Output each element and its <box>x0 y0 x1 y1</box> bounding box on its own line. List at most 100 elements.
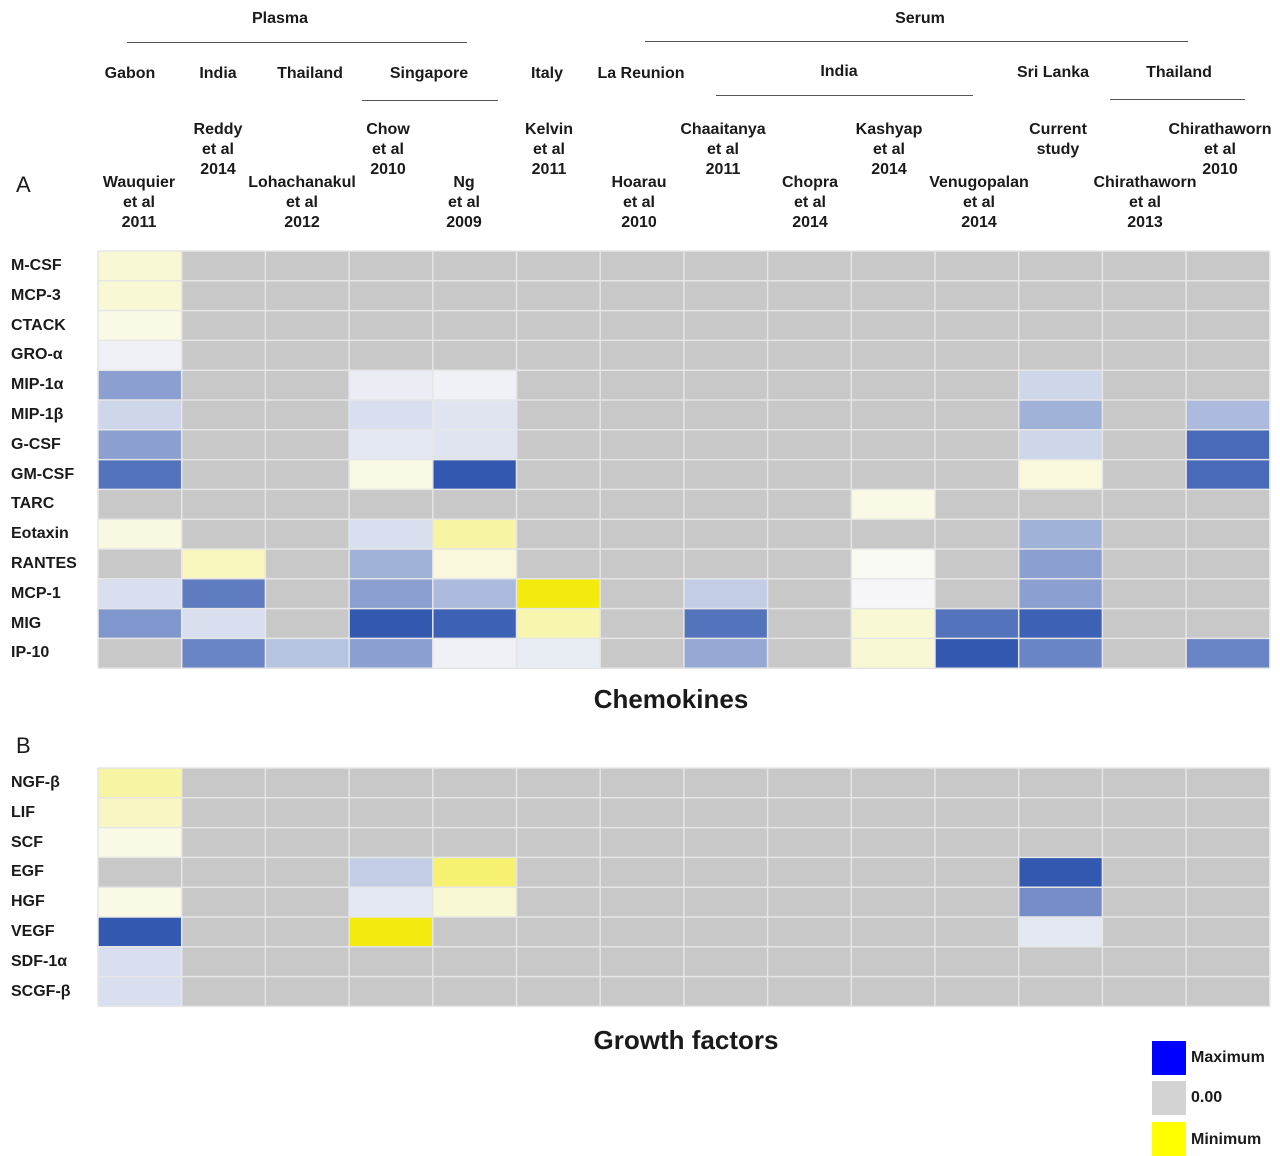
heatmap-cell-mip-1-col13 <box>1186 400 1270 430</box>
heatmap-cell-ip-10-col13 <box>1186 638 1270 669</box>
heatmap-cell-sdf-1-col0 <box>98 946 182 977</box>
country-thailand-serum: Thailand <box>1146 64 1212 81</box>
heatmap-cell-rantes-col12 <box>1102 549 1187 579</box>
heatmap-cell-vegf-col8 <box>767 917 852 947</box>
study-reddy-2014: Reddy et al 2014 <box>193 121 243 178</box>
heatmap-cell-ngf-col1 <box>181 768 266 798</box>
heatmap-cell-tarc-col6 <box>600 489 684 520</box>
heatmap-cell-m-csf-col2 <box>265 251 350 281</box>
heatmap-cell-mcp-1-col11 <box>1018 578 1103 609</box>
study-current: Current study <box>1029 121 1087 158</box>
heatmap-cell-scf-col10 <box>935 827 1019 858</box>
heatmap-cell-mip-1-col3 <box>349 370 433 400</box>
heatmap-cell-scf-col4 <box>432 827 517 858</box>
heatmap-cell-eotaxin-col4 <box>432 519 517 549</box>
heatmap-cell-sdf-1-col8 <box>767 946 852 977</box>
legend-max-swatch <box>1152 1041 1186 1075</box>
heatmap-cell-scgf-col13 <box>1186 976 1270 1007</box>
heatmap-cell-mcp-3-col3 <box>349 280 433 311</box>
heatmap-cell-sdf-1-col3 <box>349 946 433 977</box>
heatmap-cell-rantes-col3 <box>349 549 433 579</box>
heatmap-cell-g-csf-col0 <box>98 429 182 460</box>
heatmap-cell-mcp-3-col0 <box>98 280 182 311</box>
heatmap-cell-gm-csf-col11 <box>1018 459 1103 490</box>
heatmap-cell-gm-csf-col13 <box>1186 459 1270 490</box>
heatmap-cell-mig-col7 <box>683 608 768 639</box>
heatmap-cell-vegf-col9 <box>851 917 935 947</box>
heatmap-cell-ctack-col5 <box>516 310 601 341</box>
heatmap-cell-mip-1-col4 <box>432 400 517 430</box>
heatmap-cell-mig-col2 <box>265 608 350 639</box>
heatmap-cell-mig-col6 <box>600 608 684 639</box>
heatmap-cell-gm-csf-col12 <box>1102 459 1187 490</box>
heatmap-cell-lif-col9 <box>851 797 935 828</box>
heatmap-cell-scgf-col0 <box>98 976 182 1007</box>
heatmap-cell-ngf-col8 <box>767 768 852 798</box>
heatmap-cell-mcp-3-col7 <box>683 280 768 311</box>
heatmap-cell-rantes-col10 <box>935 549 1019 579</box>
heatmap-cell-ngf-col13 <box>1186 768 1270 798</box>
heatmap-cell-mig-col9 <box>851 608 935 639</box>
heatmap-cell-ctack-col10 <box>935 310 1019 341</box>
heatmap-cell-ip-10-col4 <box>432 638 517 669</box>
heatmap-cell-vegf-col6 <box>600 917 684 947</box>
heatmap-cell-ngf-col10 <box>935 768 1019 798</box>
heatmap-cell-hgf-col8 <box>767 887 852 917</box>
heatmap-cell-gm-csf-col0 <box>98 459 182 490</box>
heatmap-cell-gro-col0 <box>98 340 182 371</box>
heatmap-cell-scgf-col12 <box>1102 976 1187 1007</box>
heatmap-cell-egf-col1 <box>181 857 266 888</box>
heatmap-cell-scgf-col7 <box>683 976 768 1007</box>
heatmap-cell-vegf-col11 <box>1018 917 1103 947</box>
heatmap-cell-ngf-col11 <box>1018 768 1103 798</box>
heatmap-cell-gro-col9 <box>851 340 935 371</box>
heatmap-cell-egf-col2 <box>265 857 350 888</box>
heatmap-cell-hgf-col6 <box>600 887 684 917</box>
heatmap-cell-lif-col8 <box>767 797 852 828</box>
heatmap-cell-scgf-col11 <box>1018 976 1103 1007</box>
heatmap-cell-vegf-col5 <box>516 917 601 947</box>
heatmap-cell-gro-col1 <box>181 340 266 371</box>
heatmap-cell-ip-10-col8 <box>767 638 852 669</box>
row-label-m-csf: M-CSF <box>11 257 62 274</box>
heatmap-cell-mip-1-col7 <box>683 370 768 400</box>
row-label-eotaxin: Eotaxin <box>11 525 69 543</box>
heatmap-cell-eotaxin-col9 <box>851 519 935 549</box>
heatmap-cell-ctack-col0 <box>98 310 182 341</box>
country-india-serum: India <box>820 63 858 80</box>
heatmap-cell-tarc-col13 <box>1186 489 1270 520</box>
heatmap-cell-lif-col5 <box>516 797 601 828</box>
heatmap-cell-mip-1-col9 <box>851 400 935 430</box>
heatmap-cell-mig-col1 <box>181 608 266 639</box>
heatmap-cell-sdf-1-col6 <box>600 946 684 977</box>
heatmap-cell-mcp-3-col6 <box>600 280 684 311</box>
heatmap-cell-g-csf-col2 <box>265 429 350 460</box>
heatmap-cell-mip-1-col5 <box>516 370 601 400</box>
heatmap-cell-mcp-3-col12 <box>1102 280 1187 311</box>
heatmap-cell-g-csf-col12 <box>1102 429 1187 460</box>
heatmap-cell-ctack-col6 <box>600 310 684 341</box>
heatmap-cell-gro-col8 <box>767 340 852 371</box>
heatmap-cell-mip-1-col1 <box>181 400 266 430</box>
heatmap-cell-m-csf-col13 <box>1186 251 1270 281</box>
heatmap-cell-scgf-col5 <box>516 976 601 1007</box>
heatmap-cell-g-csf-col1 <box>181 429 266 460</box>
heatmap-cell-ngf-col7 <box>683 768 768 798</box>
heatmap-cell-eotaxin-col12 <box>1102 519 1187 549</box>
heatmap-cell-scgf-col1 <box>181 976 266 1007</box>
heatmap-cell-rantes-col9 <box>851 549 935 579</box>
heatmap-cell-ip-10-col1 <box>181 638 266 669</box>
heatmap-cell-eotaxin-col0 <box>98 519 182 549</box>
heatmap-cell-lif-col12 <box>1102 797 1187 828</box>
heatmap-cell-gro-col2 <box>265 340 350 371</box>
heatmap-cell-scf-col13 <box>1186 827 1270 858</box>
heatmap-cell-sdf-1-col9 <box>851 946 935 977</box>
heatmap-cell-gm-csf-col3 <box>349 459 433 490</box>
panel-a-letter: A <box>16 172 31 197</box>
row-label-rantes: RANTES <box>11 555 77 572</box>
country-sri-lanka: Sri Lanka <box>1016 64 1090 81</box>
heatmap-cell-rantes-col0 <box>98 549 182 579</box>
heatmap-cell-ngf-col4 <box>432 768 517 798</box>
heatmap-cell-rantes-col6 <box>600 549 684 579</box>
heatmap-cell-mcp-3-col11 <box>1018 280 1103 311</box>
